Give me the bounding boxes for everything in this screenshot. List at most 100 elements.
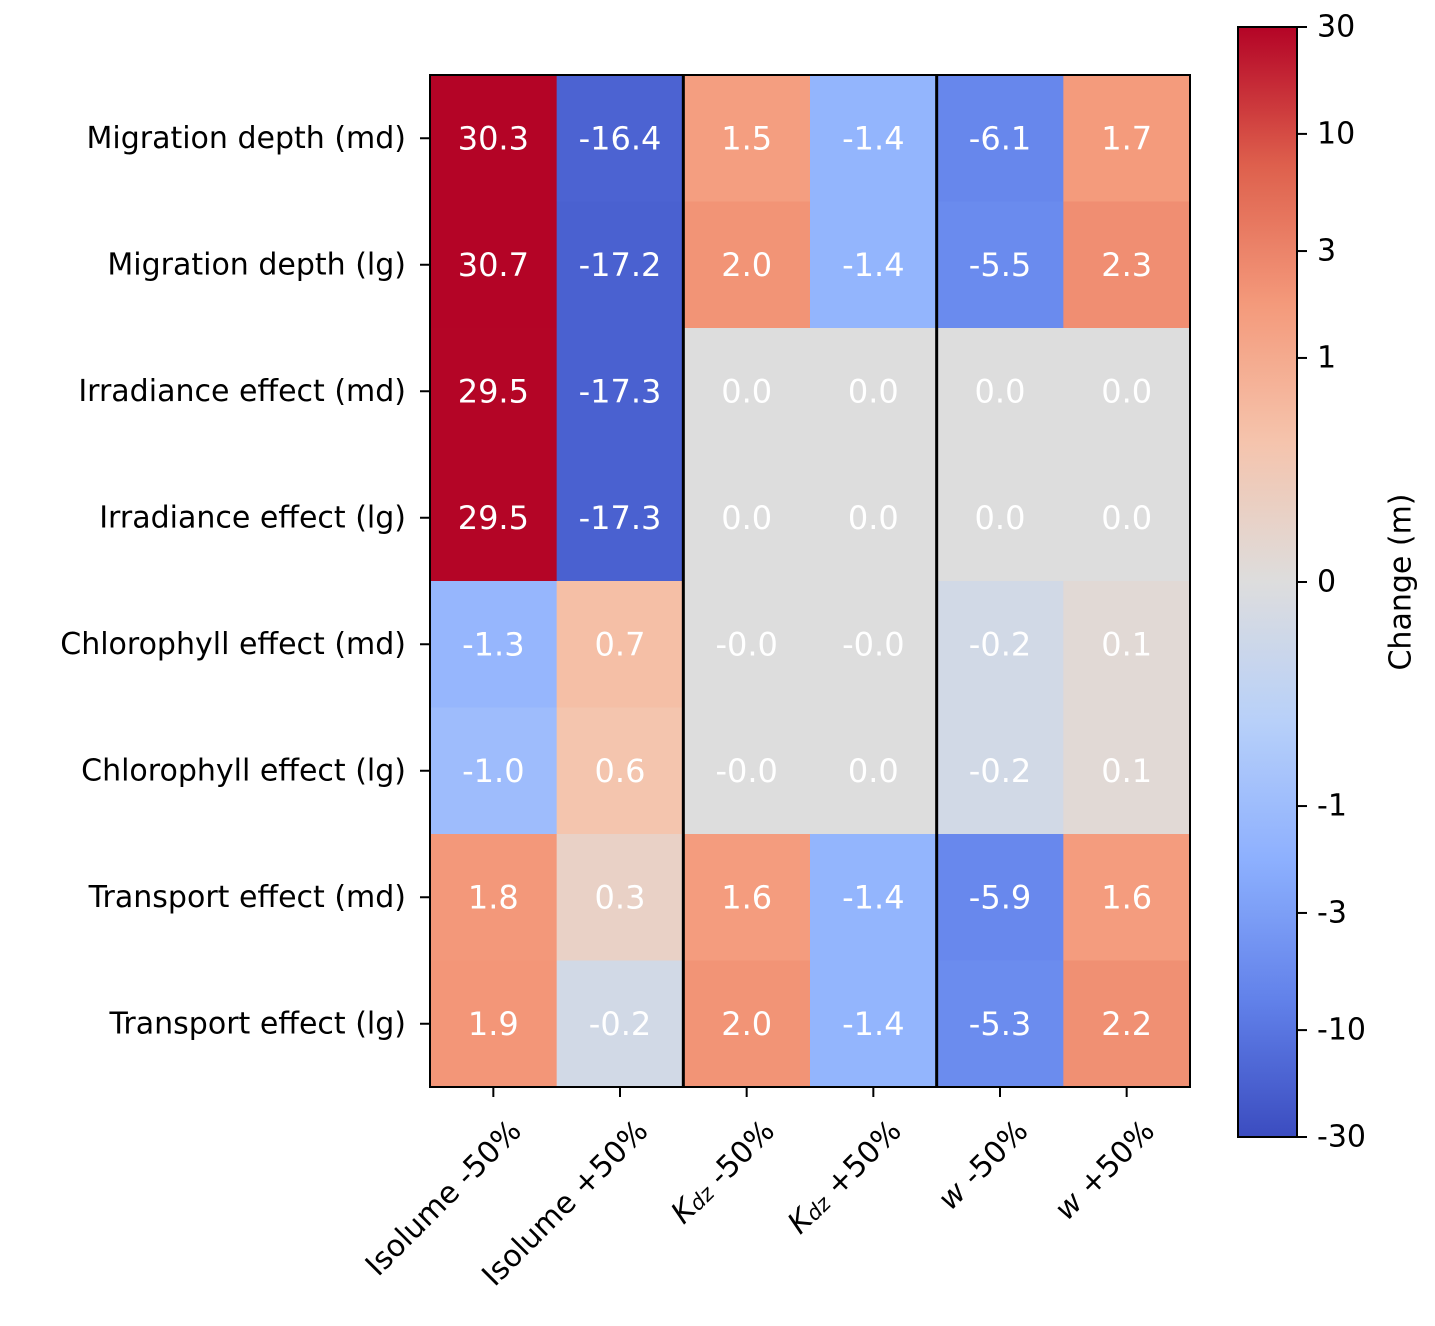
column-label-suffix: -50% xyxy=(949,1113,1035,1199)
cell-value-label: -0.2 xyxy=(969,752,1031,790)
column-label: Kdz -50% xyxy=(664,1113,781,1230)
heatmap-cell xyxy=(556,834,684,962)
cell-value-label: -0.0 xyxy=(842,625,904,663)
row-label: Transport effect (lg) xyxy=(109,1006,406,1041)
heatmap-cell xyxy=(556,328,684,456)
heatmap-cell xyxy=(430,581,558,709)
cell-value-label: 0.0 xyxy=(1101,499,1152,537)
colorbar-tick-label: -30 xyxy=(1317,1120,1366,1155)
heatmap-cell xyxy=(683,834,811,962)
colorbar xyxy=(1237,26,1298,1138)
heatmap-cell xyxy=(1063,328,1191,456)
heatmap-cell xyxy=(556,454,684,582)
heatmap-cell xyxy=(1063,75,1191,203)
heatmap-cell xyxy=(430,201,558,329)
cell-value-label: 0.0 xyxy=(848,372,899,410)
heatmap-cell xyxy=(1063,454,1191,582)
colorbar-tick-label: 10 xyxy=(1317,116,1355,151)
column-label-text: Isolume xyxy=(475,1185,583,1293)
row-label: Migration depth (md) xyxy=(86,121,406,156)
heatmap-cell xyxy=(936,960,1064,1088)
cell-value-label: 29.5 xyxy=(458,372,529,410)
cell-value-label: -1.4 xyxy=(842,1005,904,1043)
cell-value-label: 0.0 xyxy=(721,372,772,410)
cell-value-label: 1.5 xyxy=(721,119,772,157)
heatmap-cell xyxy=(810,201,938,329)
heatmap-cell xyxy=(683,454,811,582)
cell-value-label: 1.8 xyxy=(468,878,519,916)
heatmap-cell xyxy=(683,960,811,1088)
heatmap-cell xyxy=(430,707,558,835)
heatmap-cell xyxy=(430,328,558,456)
cell-value-label: 0.0 xyxy=(848,499,899,537)
cell-value-label: 2.2 xyxy=(1101,1005,1152,1043)
column-label: w -50% xyxy=(931,1113,1035,1217)
heatmap-cell xyxy=(683,328,811,456)
row-label: Chlorophyll effect (md) xyxy=(60,627,406,662)
heatmap-cell xyxy=(683,75,811,203)
cell-value-label: 0.6 xyxy=(595,752,646,790)
cell-value-label: 0.1 xyxy=(1101,752,1152,790)
cell-value-label: 0.0 xyxy=(1101,372,1152,410)
heatmap-cell xyxy=(936,201,1064,329)
row-label: Irradiance effect (md) xyxy=(78,374,406,409)
cell-value-label: 1.7 xyxy=(1101,119,1152,157)
heatmap-cell xyxy=(1063,201,1191,329)
heatmap-cell xyxy=(936,454,1064,582)
heatmap-cell xyxy=(810,834,938,962)
cell-value-label: -1.4 xyxy=(842,878,904,916)
column-label-text: Isolume xyxy=(359,1175,467,1283)
cell-value-label: -6.1 xyxy=(969,119,1031,157)
column-label: Kdz +50% xyxy=(781,1113,909,1241)
heatmap-cell xyxy=(1063,834,1191,962)
cell-value-label: -1.3 xyxy=(462,625,524,663)
column-label-suffix: +50% xyxy=(1065,1113,1161,1209)
heatmap-cell xyxy=(556,960,684,1088)
heatmap-cell xyxy=(683,201,811,329)
heatmap-cell xyxy=(810,454,938,582)
column-label-suffix: -50% xyxy=(442,1113,528,1199)
colorbar-tick-label: 1 xyxy=(1317,340,1336,375)
colorbar-tick-label: 0 xyxy=(1317,565,1336,600)
heatmap-cell xyxy=(810,75,938,203)
cell-value-label: 0.7 xyxy=(595,625,646,663)
heatmap-cell xyxy=(936,75,1064,203)
cell-value-label: -17.3 xyxy=(579,499,662,537)
heatmap-cell xyxy=(556,707,684,835)
colorbar-label: Change (m) xyxy=(1384,493,1419,670)
cell-value-label: 0.3 xyxy=(595,878,646,916)
heatmap-cell xyxy=(936,707,1064,835)
cell-value-label: 2.0 xyxy=(721,246,772,284)
cell-value-label: 0.0 xyxy=(975,372,1026,410)
cell-value-label: -5.3 xyxy=(969,1005,1031,1043)
cell-value-label: 0.0 xyxy=(975,499,1026,537)
cell-value-label: 1.6 xyxy=(721,878,772,916)
column-label-suffix: -50% xyxy=(695,1113,781,1199)
cell-value-label: -16.4 xyxy=(579,119,662,157)
cell-value-label: 0.0 xyxy=(721,499,772,537)
heatmap-cell xyxy=(1063,960,1191,1088)
cell-value-label: -5.5 xyxy=(969,246,1031,284)
column-label: w +50% xyxy=(1048,1113,1162,1227)
column-label-suffix: +50% xyxy=(559,1113,655,1209)
heatmap-cell xyxy=(810,960,938,1088)
colorbar-tick-label: -1 xyxy=(1317,789,1347,824)
cell-value-label: -1.4 xyxy=(842,119,904,157)
cell-value-label: -0.0 xyxy=(715,625,777,663)
heatmap-cell xyxy=(936,581,1064,709)
cell-value-label: -0.2 xyxy=(969,625,1031,663)
row-label: Transport effect (md) xyxy=(88,880,406,915)
column-label-suffix: +50% xyxy=(812,1113,908,1209)
row-label: Chlorophyll effect (lg) xyxy=(81,753,406,788)
cell-value-label: 0.1 xyxy=(1101,625,1152,663)
heatmap-cell xyxy=(430,960,558,1088)
colorbar-tick-label: 3 xyxy=(1317,234,1336,269)
cell-value-label: -17.2 xyxy=(579,246,662,284)
heatmap-cell xyxy=(810,707,938,835)
heatmap-cell xyxy=(430,75,558,203)
heatmap-cell xyxy=(936,834,1064,962)
cell-value-label: 0.0 xyxy=(848,752,899,790)
cell-value-label: 29.5 xyxy=(458,499,529,537)
cell-value-label: -1.4 xyxy=(842,246,904,284)
